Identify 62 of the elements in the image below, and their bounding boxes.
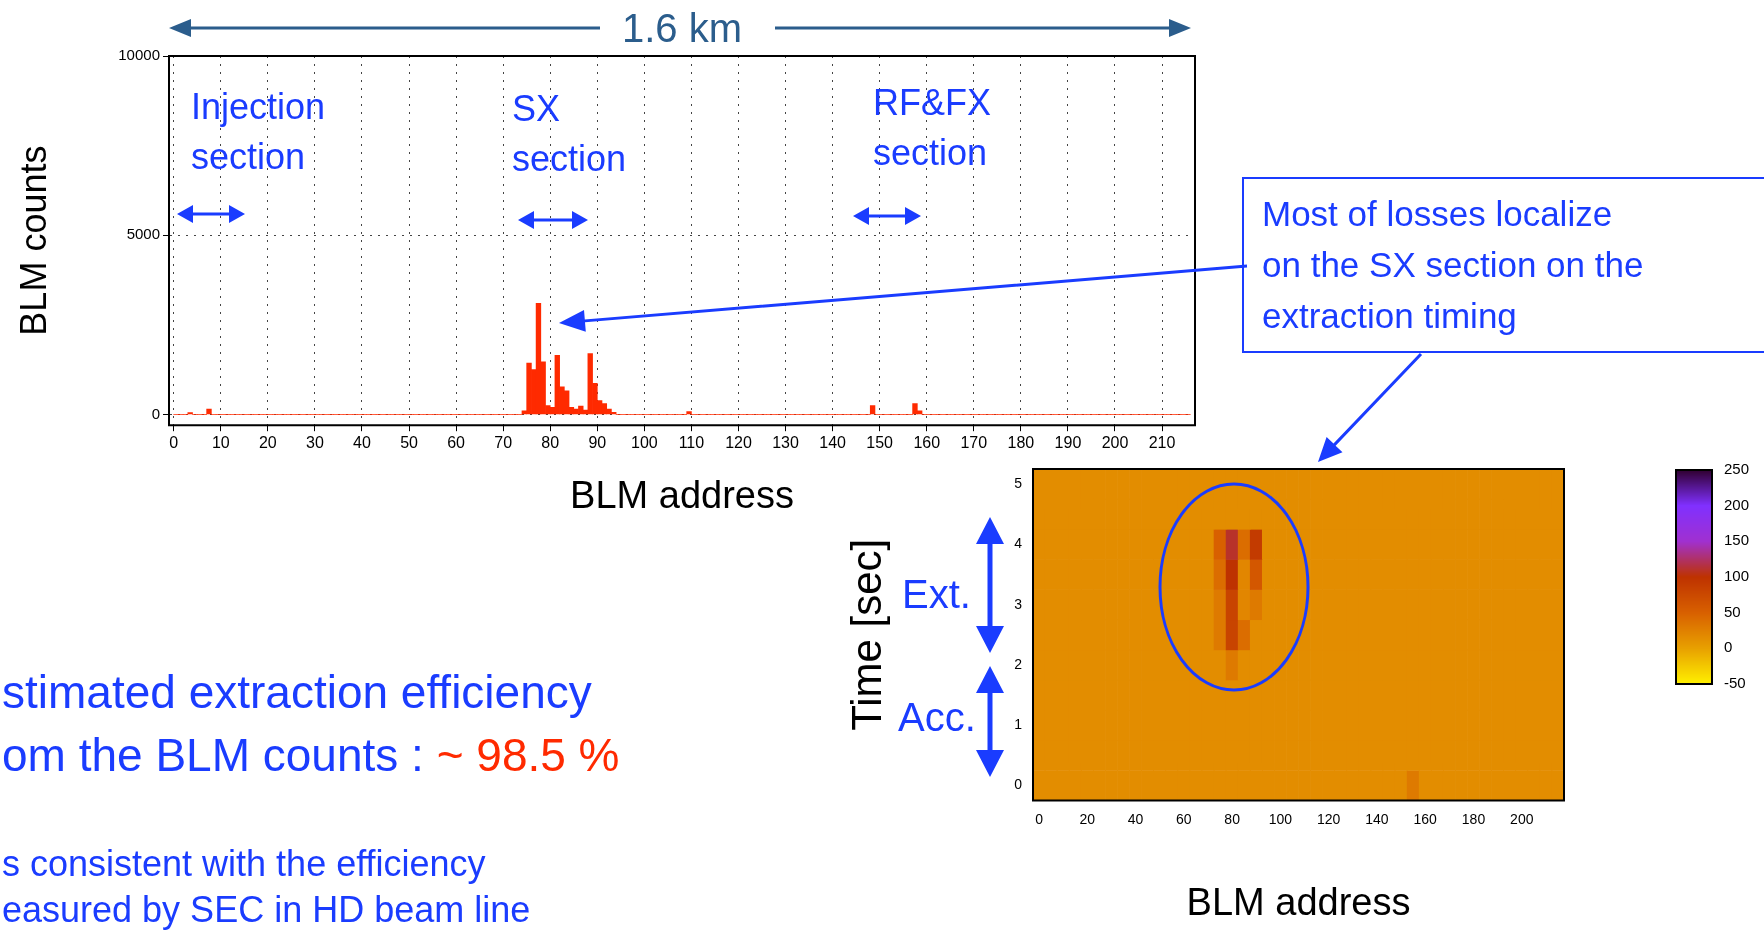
- color-bar-label: 250: [1724, 460, 1750, 478]
- x-tick-label: 60: [1176, 810, 1192, 827]
- x-tick-label: 130: [772, 434, 799, 452]
- x-tick-label: 170: [960, 434, 988, 452]
- annotation: Injection section: [191, 85, 327, 179]
- text: Acc.: [898, 694, 976, 741]
- x-tick-label: 80: [541, 434, 560, 452]
- x-tick-label: 60: [447, 434, 466, 452]
- x-tick-label: 0: [169, 434, 179, 452]
- color-bar-label: 100: [1724, 567, 1750, 585]
- x-tick-label: 200: [1101, 434, 1129, 452]
- annotation: SX section: [512, 87, 628, 181]
- x-tick-label: 40: [1127, 810, 1144, 827]
- y-tick-label: 1: [1014, 716, 1023, 733]
- y-tick-label: 5000: [126, 225, 160, 243]
- x-tick-label: 30: [306, 434, 324, 452]
- x-tick-label: 20: [1079, 810, 1096, 827]
- y-tick-label: 3: [1014, 595, 1023, 612]
- y-tick-label: 5: [1014, 474, 1023, 491]
- text: s consistent with the efficiency easured by SEC in HD beam line: [2, 842, 532, 932]
- text: Most of losses localize on the SX section on the extraction timing: [1262, 193, 1645, 337]
- x-tick-label: 10: [211, 434, 230, 452]
- text: ~ 98.5 %: [436, 729, 620, 781]
- x-tick-label: 70: [494, 434, 513, 452]
- x-tick-label: 20: [258, 434, 277, 452]
- y-tick-label: 0: [151, 404, 160, 422]
- color-bar-label: 150: [1724, 531, 1750, 549]
- x-tick-label: 140: [819, 434, 847, 452]
- x-axis-title: BLM address: [1186, 880, 1411, 923]
- text: Ext.: [902, 571, 971, 618]
- x-tick-label: 140: [1365, 810, 1389, 827]
- x-tick-label: 40: [353, 434, 371, 452]
- y-tick-label: 0: [1014, 776, 1023, 793]
- x-tick-label: 150: [866, 434, 894, 452]
- color-bar-label: -50: [1724, 674, 1746, 692]
- x-tick-label: 110: [678, 434, 705, 452]
- x-tick-label: 180: [1007, 434, 1035, 452]
- x-tick-label: 180: [1461, 810, 1486, 827]
- x-tick-label: 210: [1148, 434, 1176, 452]
- y-axis-title: Time [sec]: [842, 538, 890, 731]
- x-tick-label: 100: [1268, 810, 1293, 827]
- color-bar-label: 50: [1724, 602, 1741, 620]
- x-tick-label: 90: [588, 434, 607, 452]
- y-tick-label: 10000: [118, 46, 160, 64]
- color-bar-label: 0: [1724, 638, 1733, 656]
- text: 1.6 km: [620, 5, 743, 52]
- x-tick-label: 120: [725, 434, 752, 452]
- x-axis-title: BLM address: [570, 473, 794, 516]
- x-tick-label: 80: [1224, 810, 1241, 827]
- y-tick-label: 4: [1014, 535, 1023, 552]
- x-tick-label: 0: [1035, 810, 1044, 827]
- x-tick-label: 100: [631, 434, 658, 452]
- x-tick-label: 200: [1510, 810, 1534, 827]
- color-bar-label: 200: [1724, 495, 1750, 513]
- x-tick-label: 160: [913, 434, 941, 452]
- annotation: RF&FX section: [873, 81, 992, 175]
- y-axis-title: BLM counts: [12, 145, 54, 336]
- x-tick-label: 120: [1316, 810, 1341, 827]
- x-tick-label: 160: [1413, 810, 1438, 827]
- y-tick-label: 2: [1014, 655, 1023, 672]
- x-tick-label: 190: [1054, 434, 1082, 452]
- x-tick-label: 50: [400, 434, 419, 452]
